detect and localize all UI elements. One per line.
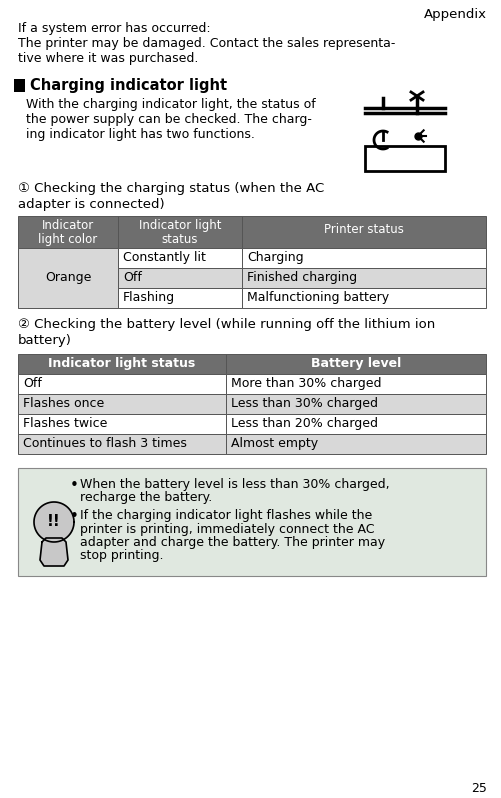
Text: 25: 25 bbox=[470, 782, 486, 795]
Bar bbox=[18, 468, 485, 576]
Text: Less than 20% charged: Less than 20% charged bbox=[230, 417, 377, 430]
Text: The printer may be damaged. Contact the sales representa-: The printer may be damaged. Contact the … bbox=[18, 37, 395, 50]
Text: Less than 30% charged: Less than 30% charged bbox=[230, 397, 377, 410]
Text: ① Checking the charging status (when the AC: ① Checking the charging status (when the… bbox=[18, 182, 324, 195]
Text: If a system error has occurred:: If a system error has occurred: bbox=[18, 22, 210, 35]
Text: tive where it was purchased.: tive where it was purchased. bbox=[18, 52, 198, 65]
Text: battery): battery) bbox=[18, 334, 72, 347]
Text: Constantly lit: Constantly lit bbox=[123, 251, 205, 264]
Text: When the battery level is less than 30% charged,: When the battery level is less than 30% … bbox=[80, 478, 389, 491]
Bar bbox=[225, 354, 485, 374]
Bar bbox=[118, 288, 241, 308]
Bar bbox=[14, 79, 25, 92]
Text: adapter and charge the battery. The printer may: adapter and charge the battery. The prin… bbox=[80, 536, 384, 549]
Text: Flashes once: Flashes once bbox=[23, 397, 104, 410]
Text: Continues to flash 3 times: Continues to flash 3 times bbox=[23, 437, 186, 450]
Text: Printer status: Printer status bbox=[324, 223, 403, 236]
Bar bbox=[241, 248, 485, 268]
Text: More than 30% charged: More than 30% charged bbox=[230, 377, 381, 390]
Bar bbox=[241, 288, 485, 308]
Bar bbox=[118, 268, 241, 288]
Bar bbox=[225, 374, 485, 394]
Bar bbox=[241, 216, 485, 248]
Bar bbox=[241, 268, 485, 288]
Text: ing indicator light has two functions.: ing indicator light has two functions. bbox=[26, 128, 255, 141]
Polygon shape bbox=[40, 538, 68, 566]
Text: recharge the battery.: recharge the battery. bbox=[80, 492, 212, 504]
Text: printer is printing, immediately connect the AC: printer is printing, immediately connect… bbox=[80, 523, 374, 535]
Bar bbox=[364, 146, 444, 171]
Text: Indicator: Indicator bbox=[42, 219, 94, 232]
Bar bbox=[118, 248, 241, 268]
Text: the power supply can be checked. The charg-: the power supply can be checked. The cha… bbox=[26, 113, 311, 126]
Text: Indicator light: Indicator light bbox=[138, 219, 221, 232]
Bar bbox=[225, 414, 485, 434]
Text: !!: !! bbox=[47, 515, 61, 530]
Polygon shape bbox=[34, 502, 74, 542]
Text: Off: Off bbox=[23, 377, 42, 390]
Text: Almost empty: Almost empty bbox=[230, 437, 318, 450]
Bar bbox=[18, 216, 118, 248]
Bar bbox=[18, 354, 225, 374]
Text: Appendix: Appendix bbox=[423, 8, 486, 21]
Bar bbox=[118, 216, 241, 248]
Text: With the charging indicator light, the status of: With the charging indicator light, the s… bbox=[26, 98, 315, 111]
Text: ② Checking the battery level (while running off the lithium ion: ② Checking the battery level (while runn… bbox=[18, 318, 434, 331]
Text: Off: Off bbox=[123, 271, 142, 284]
Text: Charging: Charging bbox=[246, 251, 303, 264]
Text: Charging indicator light: Charging indicator light bbox=[30, 78, 226, 93]
Bar bbox=[18, 374, 225, 394]
Text: status: status bbox=[161, 233, 198, 246]
Text: adapter is connected): adapter is connected) bbox=[18, 198, 164, 211]
Bar bbox=[225, 394, 485, 414]
Bar bbox=[18, 394, 225, 414]
Text: Finished charging: Finished charging bbox=[246, 271, 356, 284]
Text: Flashes twice: Flashes twice bbox=[23, 417, 107, 430]
Text: •: • bbox=[70, 478, 79, 493]
Text: Orange: Orange bbox=[45, 271, 91, 284]
Bar bbox=[225, 434, 485, 454]
Bar bbox=[18, 434, 225, 454]
Text: Battery level: Battery level bbox=[310, 357, 400, 370]
Bar bbox=[18, 414, 225, 434]
Text: •: • bbox=[70, 509, 79, 524]
Text: light color: light color bbox=[38, 233, 97, 246]
Text: Malfunctioning battery: Malfunctioning battery bbox=[246, 291, 388, 304]
Text: stop printing.: stop printing. bbox=[80, 550, 163, 563]
Text: Flashing: Flashing bbox=[123, 291, 175, 304]
Text: If the charging indicator light flashes while the: If the charging indicator light flashes … bbox=[80, 509, 372, 522]
Bar bbox=[18, 248, 118, 308]
Text: Indicator light status: Indicator light status bbox=[48, 357, 195, 370]
